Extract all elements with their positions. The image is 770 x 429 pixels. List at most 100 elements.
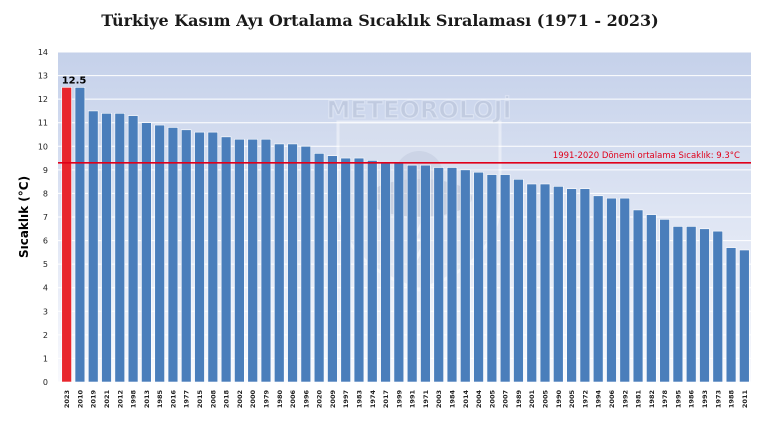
- y-tick-label: 3: [43, 307, 48, 316]
- bar: [446, 167, 458, 383]
- x-tick-label: 2008: [209, 390, 217, 409]
- bar: [234, 138, 245, 383]
- x-tick-label: 2019: [90, 390, 98, 409]
- bar: [619, 197, 630, 383]
- bar: [260, 138, 272, 383]
- y-tick-label: 0: [43, 378, 48, 387]
- watermark-text: METEOROLOJİ: [326, 95, 511, 124]
- bar: [632, 209, 644, 383]
- bar: [367, 160, 378, 383]
- x-tick-label: 2014: [462, 390, 470, 409]
- y-tick-label: 13: [38, 72, 48, 81]
- x-tick-label: 2016: [169, 390, 177, 409]
- bar: [712, 230, 723, 383]
- bar: [433, 167, 444, 383]
- x-tick-label: 1999: [395, 390, 403, 409]
- bar: [473, 171, 484, 383]
- x-tick-label: 1972: [581, 390, 589, 408]
- x-tick-label: 2003: [435, 390, 443, 408]
- x-tick-label: 1974: [369, 390, 377, 409]
- x-tick-label: 2005: [488, 390, 496, 409]
- bar: [685, 226, 697, 383]
- bar: [327, 155, 338, 383]
- x-tick-label: 1997: [342, 390, 350, 408]
- x-tick-label: 2000: [249, 390, 257, 409]
- bar: [287, 143, 298, 383]
- y-tick-label: 4: [43, 284, 48, 293]
- bar: [553, 186, 564, 383]
- x-tick-label: 1980: [276, 390, 284, 409]
- y-tick-label: 2: [43, 331, 48, 340]
- bar: [127, 115, 139, 383]
- reference-line-label: 1991-2020 Dönemi ortalama Sıcaklık: 9.3°…: [553, 151, 740, 161]
- y-tick-label: 5: [43, 260, 48, 269]
- x-tick-label: 1994: [595, 390, 603, 409]
- bar: [460, 169, 471, 383]
- bar: [393, 162, 405, 383]
- bar: [672, 226, 684, 383]
- x-tick-label: 2012: [116, 390, 124, 408]
- bar: [739, 249, 750, 383]
- y-tick-label: 14: [38, 48, 48, 57]
- x-tick-label: 2020: [316, 390, 324, 409]
- x-tick-label: 2021: [103, 390, 111, 409]
- bar: [88, 110, 99, 383]
- bar: [486, 174, 498, 383]
- x-tick-label: 1989: [515, 390, 523, 409]
- bar: [659, 219, 670, 383]
- x-tick-label: 1985: [156, 390, 164, 409]
- bar: [539, 183, 551, 383]
- chart-title: Türkiye Kasım Ayı Ortalama Sıcaklık Sıra…: [101, 11, 658, 30]
- x-tick-label: 2013: [143, 390, 151, 408]
- bar: [420, 164, 431, 383]
- x-tick-label: 1986: [688, 390, 696, 409]
- x-tick-label: 2007: [502, 390, 510, 408]
- bar: [499, 174, 511, 383]
- bar: [353, 157, 365, 383]
- y-tick-label: 1: [43, 354, 48, 363]
- x-tick-label: 1977: [183, 390, 191, 408]
- x-tick-label: 2023: [63, 390, 71, 408]
- bar: [194, 131, 205, 383]
- bar: [526, 183, 537, 383]
- x-tick-label: 1998: [130, 390, 138, 409]
- x-tick-label: 2006: [289, 390, 297, 409]
- x-tick-label: 2015: [196, 390, 204, 409]
- bar: [606, 197, 617, 383]
- y-tick-label: 6: [43, 237, 48, 246]
- bar: [154, 124, 165, 383]
- bar: [181, 129, 192, 383]
- x-tick-label: 2005: [542, 390, 550, 409]
- bar: [579, 188, 591, 383]
- x-tick-label: 1982: [648, 390, 656, 408]
- x-tick-label: 1993: [701, 390, 709, 408]
- y-tick-label: 12: [38, 95, 48, 104]
- y-tick-label: 7: [43, 213, 48, 222]
- bar: [300, 145, 312, 383]
- x-tick-label: 1984: [449, 390, 457, 409]
- bar: [699, 228, 710, 383]
- x-tick-label: 2009: [329, 390, 337, 409]
- bar: [74, 87, 86, 383]
- bar: [725, 247, 737, 383]
- x-tick-label: 1988: [728, 390, 736, 409]
- x-tick-label: 2002: [236, 390, 244, 408]
- bar: [380, 162, 391, 383]
- bars: [61, 87, 750, 383]
- bar: [566, 188, 577, 383]
- x-tick-label: 1978: [661, 390, 669, 409]
- bar: [141, 122, 152, 383]
- x-tick-label: 1981: [635, 390, 643, 409]
- x-tick-label: 1983: [355, 390, 363, 408]
- bar: [646, 214, 657, 383]
- bar: [406, 164, 418, 383]
- x-axis-ticks: 2023 2010 2019 2021 2012 1998 2013 1985 2016 1977…: [63, 390, 749, 409]
- bar: [101, 112, 112, 383]
- x-tick-label: 2011: [741, 390, 749, 409]
- x-tick-label: 2004: [475, 390, 483, 409]
- x-tick-label: 1990: [555, 390, 563, 409]
- x-tick-label: 2001: [528, 390, 536, 409]
- bar: [220, 136, 232, 383]
